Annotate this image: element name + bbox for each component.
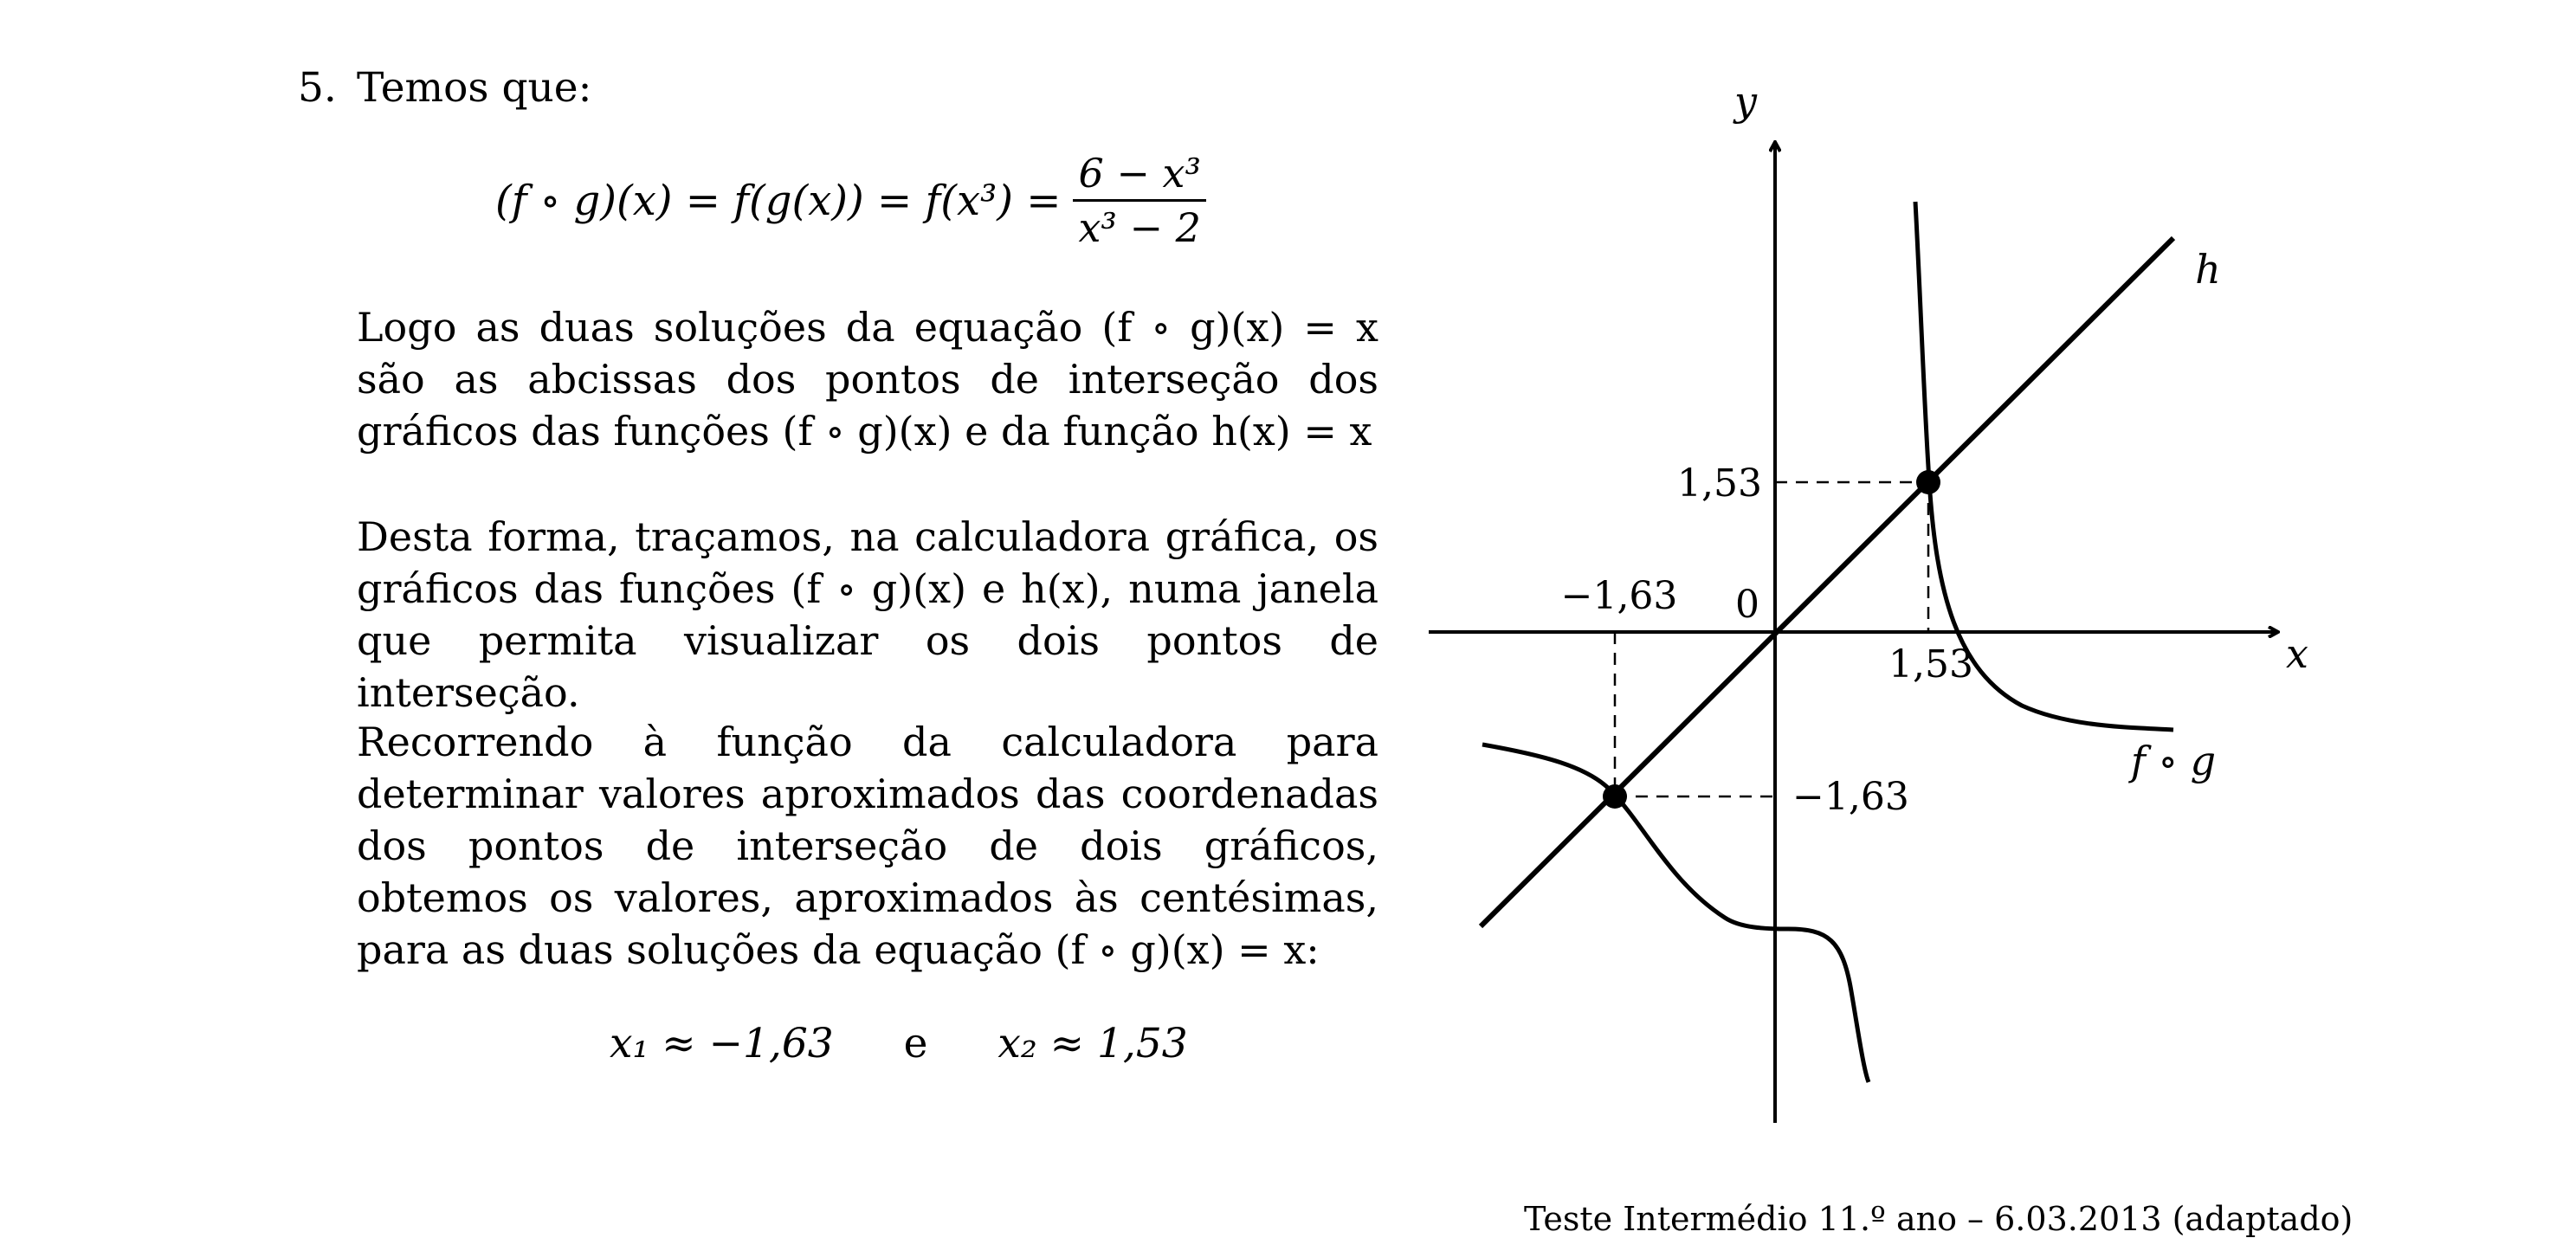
- fog-curve-label: f ∘ g: [2128, 738, 2216, 784]
- fog-curve-upper-branch: [1913, 201, 2174, 732]
- question-number: 5.: [298, 64, 337, 112]
- y-axis-label: y: [1733, 78, 1758, 125]
- paragraph-calculator-values: Recorrendo à função da calculadora para …: [357, 719, 1378, 973]
- fraction-denominator: x³ − 2: [1078, 204, 1201, 252]
- h-curve-label: h: [2195, 246, 2221, 293]
- fog-curve-lower-branch: [1482, 742, 1871, 1083]
- question-intro: Temos que:: [357, 64, 592, 112]
- solution-x1: x₁ ≈ −1,63: [610, 1020, 834, 1067]
- solution-conjunction: e: [903, 1020, 928, 1067]
- tick-label-x-pos: 1,53: [1888, 642, 1973, 687]
- tick-label-y-pos: 1,53: [1677, 461, 1762, 506]
- source-footer: Teste Intermédio 11.º ano – 6.03.2013 (a…: [1524, 1200, 2353, 1238]
- solutions-result: x₁ ≈ −1,63 e x₂ ≈ 1,53: [604, 1020, 1193, 1067]
- tick-label-x-neg: −1,63: [1561, 574, 1678, 618]
- paragraph-calculator-graphs: Desta forma, traçamos, na calculadora gr…: [357, 513, 1378, 716]
- intersection-graph: y x 0 h f ∘ g 1,53 1,53 −1,63 −1,63: [1429, 78, 2308, 1123]
- composition-equation-lhs: (f ∘ g)(x) = f(g(x)) = f(x³) =: [495, 176, 1062, 225]
- h-line: [1478, 235, 2176, 929]
- intersection-point-positive: [1916, 470, 1940, 494]
- x-axis-label: x: [2286, 630, 2308, 677]
- intersection-point-negative: [1603, 784, 1627, 809]
- origin-label: 0: [1735, 583, 1759, 627]
- tick-label-y-neg: −1,63: [1792, 775, 1909, 819]
- fraction-numerator: 6 − x³: [1073, 152, 1206, 203]
- composition-equation: (f ∘ g)(x) = f(g(x)) = f(x³) = 6 − x³ x³…: [495, 152, 1206, 249]
- paragraph-solutions-as-abscissas: Logo as duas soluções da equação (f ∘ g)…: [357, 304, 1378, 455]
- composition-fraction: 6 − x³ x³ − 2: [1073, 152, 1206, 252]
- solution-x2: x₂ ≈ 1,53: [997, 1020, 1188, 1067]
